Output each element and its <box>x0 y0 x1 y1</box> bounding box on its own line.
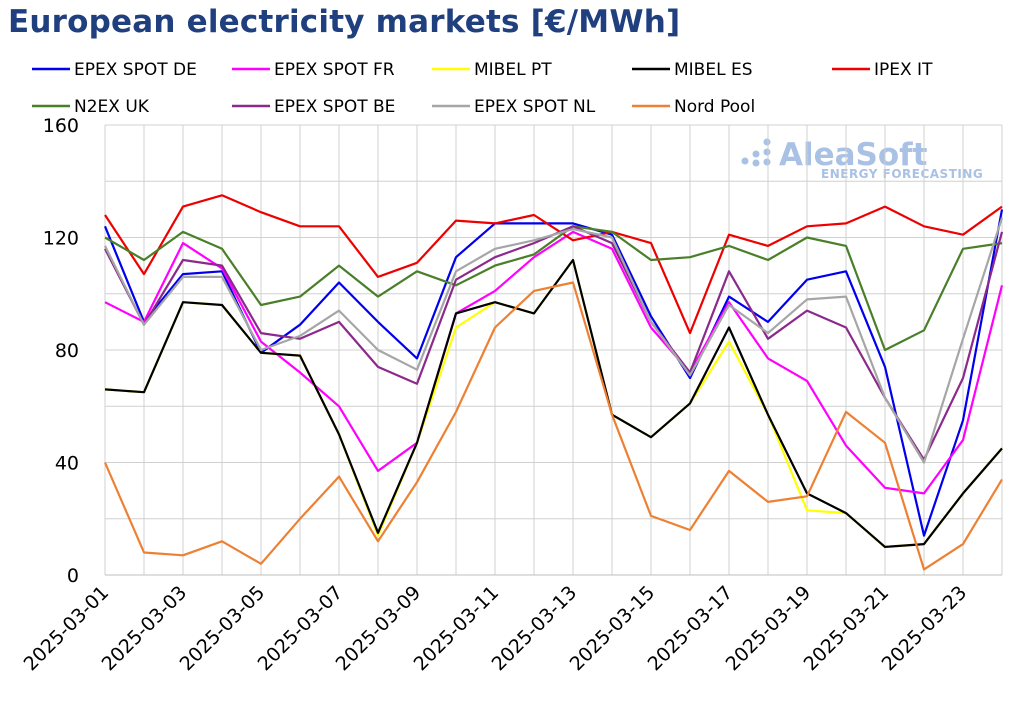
legend-label-epex-spot-fr: EPEX SPOT FR <box>274 60 395 80</box>
logo-dots-icon <box>741 138 771 167</box>
series-line-epex-spot-nl <box>104 217 1004 464</box>
series-line-epex-spot-be <box>104 225 1004 461</box>
y-tick-label: 0 <box>67 565 79 587</box>
legend-label-epex-spot-nl: EPEX SPOT NL <box>474 97 596 117</box>
y-tick-label: 40 <box>55 453 79 475</box>
aleasoft-logo: AleaSoft ENERGY FORECASTING <box>741 137 983 181</box>
chart-title: European electricity markets [€/MWh] <box>8 4 681 40</box>
legend-label-n2ex-uk: N2EX UK <box>74 97 150 117</box>
logo-tagline: ENERGY FORECASTING <box>821 167 983 181</box>
legend: EPEX SPOT DE EPEX SPOT FR MIBEL PT MIBEL ES… <box>32 60 933 117</box>
legend-label-epex-spot-de: EPEX SPOT DE <box>74 60 197 80</box>
series-line-epex-spot-fr <box>104 230 1004 495</box>
series-line-nord-pool <box>103 281 1003 571</box>
series-line-ipex-it <box>104 194 1003 335</box>
series-line-epex-spot-de <box>103 209 1004 537</box>
legend-label-mibel-es: MIBEL ES <box>674 60 753 80</box>
y-tick-label: 80 <box>55 340 79 362</box>
legend-label-epex-spot-be: EPEX SPOT BE <box>274 97 395 117</box>
y-tick-label: 120 <box>43 228 79 250</box>
series-layer <box>103 194 1004 571</box>
legend-label-nord-pool: Nord Pool <box>674 97 755 117</box>
series-line-n2ex-uk <box>104 225 1003 352</box>
axes: 040801201602025-03-012025-03-032025-03-0… <box>20 115 1002 675</box>
legend-label-mibel-pt: MIBEL PT <box>474 60 552 80</box>
logo-name: AleaSoft <box>779 137 928 173</box>
legend-label-ipex-it: IPEX IT <box>874 60 933 80</box>
y-tick-label: 160 <box>43 115 79 137</box>
